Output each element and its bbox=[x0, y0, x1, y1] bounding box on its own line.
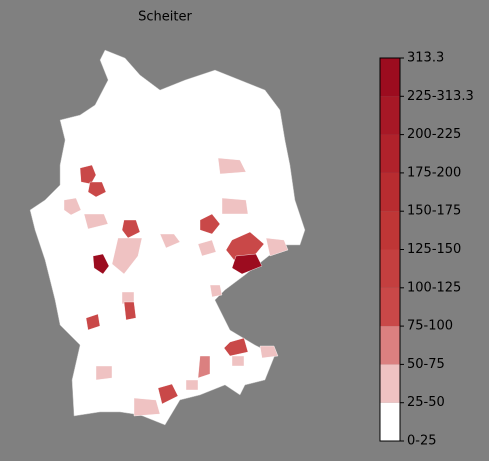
district bbox=[79, 164, 97, 185]
district bbox=[87, 181, 107, 198]
colorbar-label: 125-150 bbox=[407, 242, 461, 257]
district bbox=[231, 355, 245, 367]
district bbox=[157, 383, 179, 405]
district bbox=[121, 219, 141, 239]
colorbar-label: 175-200 bbox=[407, 165, 461, 180]
district bbox=[185, 379, 199, 391]
district bbox=[123, 301, 137, 321]
district bbox=[259, 345, 279, 359]
district bbox=[199, 213, 221, 235]
colorbar-label: 100-125 bbox=[407, 280, 461, 295]
colorbar-segment bbox=[380, 134, 400, 173]
colorbar-label: 225-313.3 bbox=[407, 89, 474, 104]
district bbox=[197, 355, 211, 379]
colorbar-label: 75-100 bbox=[407, 319, 453, 334]
colorbar-segment bbox=[380, 364, 400, 403]
colorbar-segment bbox=[380, 211, 400, 250]
colorbar-frame bbox=[379, 57, 401, 442]
map-title: Scheiter bbox=[138, 10, 192, 25]
district bbox=[83, 213, 109, 230]
district bbox=[63, 197, 82, 216]
district bbox=[133, 397, 161, 417]
germany-map bbox=[29, 49, 306, 426]
colorbar-label: 25-50 bbox=[407, 395, 445, 410]
district bbox=[92, 253, 110, 275]
district bbox=[223, 337, 249, 357]
colorbar-segment bbox=[380, 58, 400, 97]
colorbar-segment bbox=[380, 172, 400, 212]
colorbar-segment bbox=[380, 287, 400, 327]
colorbar-segment bbox=[380, 96, 400, 135]
district bbox=[111, 237, 143, 275]
district bbox=[95, 365, 113, 381]
district bbox=[265, 237, 289, 257]
colorbar-label: 50-75 bbox=[407, 357, 445, 372]
district bbox=[209, 284, 223, 298]
colorbar-segment bbox=[380, 402, 400, 441]
district bbox=[221, 197, 249, 215]
colorbar-segment bbox=[380, 326, 400, 365]
colorbar-label: 313.3 bbox=[407, 51, 444, 66]
colorbar-label: 150-175 bbox=[407, 204, 461, 219]
colorbar-segment bbox=[380, 249, 400, 288]
district bbox=[217, 157, 247, 175]
district bbox=[231, 253, 263, 275]
colorbar-label: 200-225 bbox=[407, 127, 461, 142]
districts bbox=[63, 157, 289, 417]
district bbox=[85, 313, 101, 331]
colorbar: 0-25 25-50 50-75 75-100 100-125 125-150 150-17… bbox=[380, 51, 474, 449]
district bbox=[159, 233, 181, 249]
district bbox=[197, 239, 217, 257]
colorbar-label: 0-25 bbox=[407, 434, 437, 449]
